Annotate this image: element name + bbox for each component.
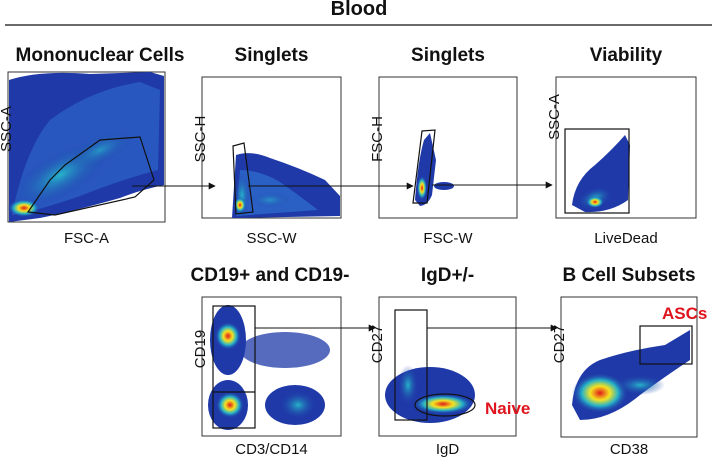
plot-singlets-fsc — [378, 76, 518, 219]
gate-igd-neg — [394, 309, 428, 421]
gate-singlets-fsc — [412, 129, 436, 204]
y-label-mononuclear: SSC-A — [0, 106, 15, 152]
x-label-cd19: CD3/CD14 — [235, 441, 308, 458]
gate-viability — [564, 128, 630, 214]
y-label-singlets-ssc: SSC-H — [192, 115, 209, 163]
plot-cd19 — [201, 296, 342, 437]
x-label-mononuclear: FSC-A — [64, 230, 109, 247]
plot-singlets-ssc — [201, 76, 342, 219]
y-label-viability: SSC-A — [546, 94, 563, 140]
gate-cd19 — [212, 305, 256, 429]
y-label-bcell: CD27 — [551, 324, 568, 364]
plot-viability — [555, 76, 697, 219]
y-label-cd19: CD19 — [192, 329, 209, 369]
x-label-singlets-ssc: SSC-W — [246, 230, 297, 247]
annotation-naive: Naive — [485, 399, 531, 418]
gate-naive — [414, 393, 476, 417]
y-label-singlets-fsc: FSC-H — [369, 116, 386, 162]
panel-title-bcell: B Cell Subsets — [562, 265, 696, 286]
panel-title-singlets-fsc: Singlets — [411, 45, 485, 66]
y-label-igd: CD27 — [369, 324, 386, 364]
panel-title-igd: IgD+/- — [420, 265, 475, 286]
x-label-igd: IgD — [435, 441, 460, 458]
plot-igd — [378, 296, 517, 437]
panel-title-mononuclear: Mononuclear Cells — [15, 45, 185, 66]
x-label-viability: LiveDead — [594, 230, 658, 247]
x-label-singlets-fsc: FSC-W — [423, 230, 473, 247]
panel-title-viability: Viability — [589, 45, 663, 66]
annotation-ascs: ASCs — [662, 304, 708, 323]
flow-arrows — [132, 181, 558, 332]
plot-mononuclear — [7, 71, 166, 223]
plot-bcell — [560, 296, 698, 438]
gate-mononuclear — [26, 136, 155, 216]
panel-title-cd19: CD19+ and CD19- — [190, 265, 350, 286]
panel-title-singlets-ssc: Singlets — [234, 45, 309, 66]
gate-singlets-ssc — [232, 142, 254, 215]
figure-title: Blood — [330, 0, 388, 20]
gate-ascs — [639, 325, 693, 365]
x-label-bcell: CD38 — [609, 441, 649, 458]
